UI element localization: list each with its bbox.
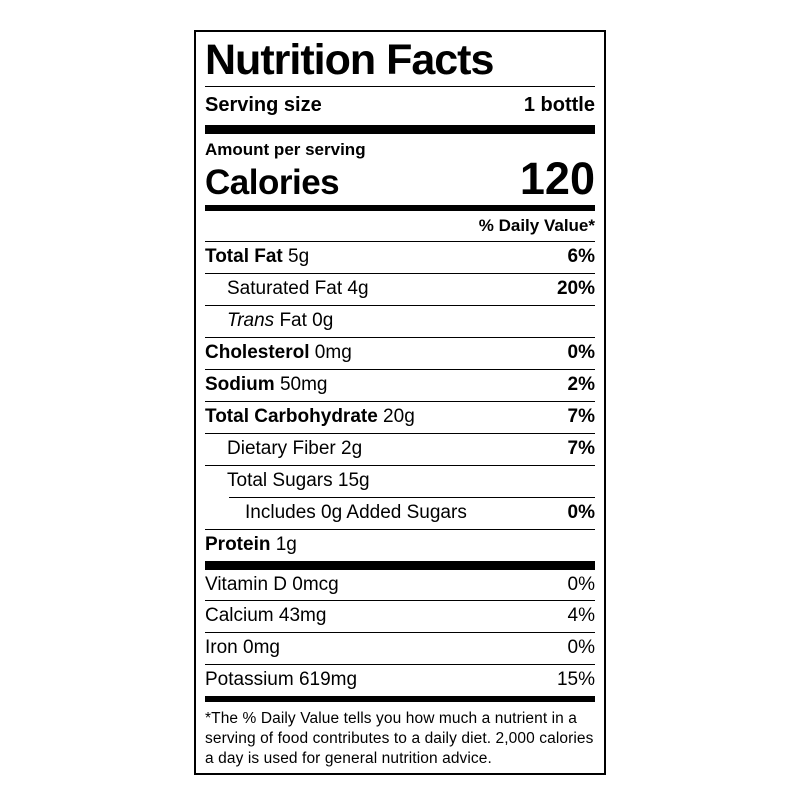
nutrient-name: Total Fat 5g	[205, 246, 310, 268]
serving-size-row: Serving size 1 bottle	[205, 87, 595, 125]
calories-label: Calories	[205, 163, 340, 203]
nutrient-name: Total Carbohydrate 20g	[205, 405, 415, 427]
vitamin-row-potassium: Potassium 619mg 15%	[205, 664, 595, 696]
nutrient-dv: 7%	[567, 437, 595, 459]
daily-value-header: % Daily Value*	[478, 216, 595, 236]
nutrient-name: Calcium 43mg	[205, 605, 327, 627]
nutrient-name: Iron 0mg	[205, 637, 280, 659]
nutrient-dv: 7%	[567, 405, 595, 427]
nutrient-row-total-sugars: Total Sugars 15g	[205, 464, 595, 497]
nutrient-name: Saturated Fat 4g	[227, 278, 369, 300]
vitamin-row-iron: Iron 0mg 0%	[205, 632, 595, 664]
nutrient-dv: 0%	[567, 573, 595, 595]
nutrient-row-cholesterol: Cholesterol 0mg 0%	[205, 336, 595, 369]
label-title: Nutrition Facts	[205, 36, 595, 88]
serving-size-value: 1 bottle	[523, 94, 595, 117]
calories-row: Calories 120	[205, 156, 595, 205]
nutrition-facts-label: Nutrition Facts Serving size 1 bottle Am…	[194, 30, 606, 775]
divider-medium-bar	[205, 696, 595, 703]
nutrient-name: Trans Fat 0g	[227, 310, 334, 332]
nutrient-name: Total Sugars 15g	[227, 469, 370, 491]
nutrient-name: Potassium 619mg	[205, 669, 358, 691]
serving-size-label: Serving size	[205, 94, 322, 117]
divider-thick-bar	[205, 560, 595, 570]
daily-value-footnote: *The % Daily Value tells you how much a …	[205, 710, 594, 767]
nutrient-dv: 15%	[556, 669, 595, 691]
nutrient-dv: 0%	[567, 637, 595, 659]
nutrient-row-dietary-fiber: Dietary Fiber 2g 7%	[205, 432, 595, 465]
nutrient-name: Vitamin D 0mcg	[205, 573, 339, 595]
nutrient-row-total-carbohydrate: Total Carbohydrate 20g 7%	[205, 400, 595, 433]
nutrient-name: Protein 1g	[205, 533, 297, 555]
nutrient-name: Includes 0g Added Sugars	[245, 501, 467, 523]
nutrient-dv: 6%	[567, 246, 595, 268]
nutrient-row-saturated-fat: Saturated Fat 4g 20%	[205, 273, 595, 305]
nutrient-dv: 2%	[567, 373, 595, 395]
nutrient-dv: 0%	[567, 341, 595, 363]
nutrient-row-added-sugars: Includes 0g Added Sugars 0%	[229, 498, 595, 529]
nutrient-row-protein: Protein 1g	[205, 528, 595, 561]
divider-medium-bar	[205, 205, 595, 212]
nutrient-name: Dietary Fiber 2g	[227, 437, 363, 459]
nutrient-row-total-fat: Total Fat 5g 6%	[205, 241, 595, 273]
nutrient-dv: 0%	[567, 501, 595, 523]
nutrient-dv: 20%	[556, 278, 595, 300]
amount-per-serving-label: Amount per serving	[205, 140, 366, 160]
nutrient-row-added-sugars-wrap: Includes 0g Added Sugars 0%	[229, 496, 595, 529]
vitamin-row-calcium: Calcium 43mg 4%	[205, 600, 595, 632]
calories-value: 120	[519, 153, 595, 205]
nutrient-name: Cholesterol 0mg	[205, 341, 352, 363]
divider-thick-bar	[205, 125, 595, 135]
nutrient-dv: 4%	[567, 605, 595, 627]
nutrient-name: Sodium 50mg	[205, 373, 328, 395]
nutrient-row-trans-fat: Trans Fat 0g	[205, 305, 595, 337]
vitamin-row-vitamin-d: Vitamin D 0mcg 0%	[205, 570, 595, 601]
nutrient-row-sodium: Sodium 50mg 2%	[205, 368, 595, 401]
